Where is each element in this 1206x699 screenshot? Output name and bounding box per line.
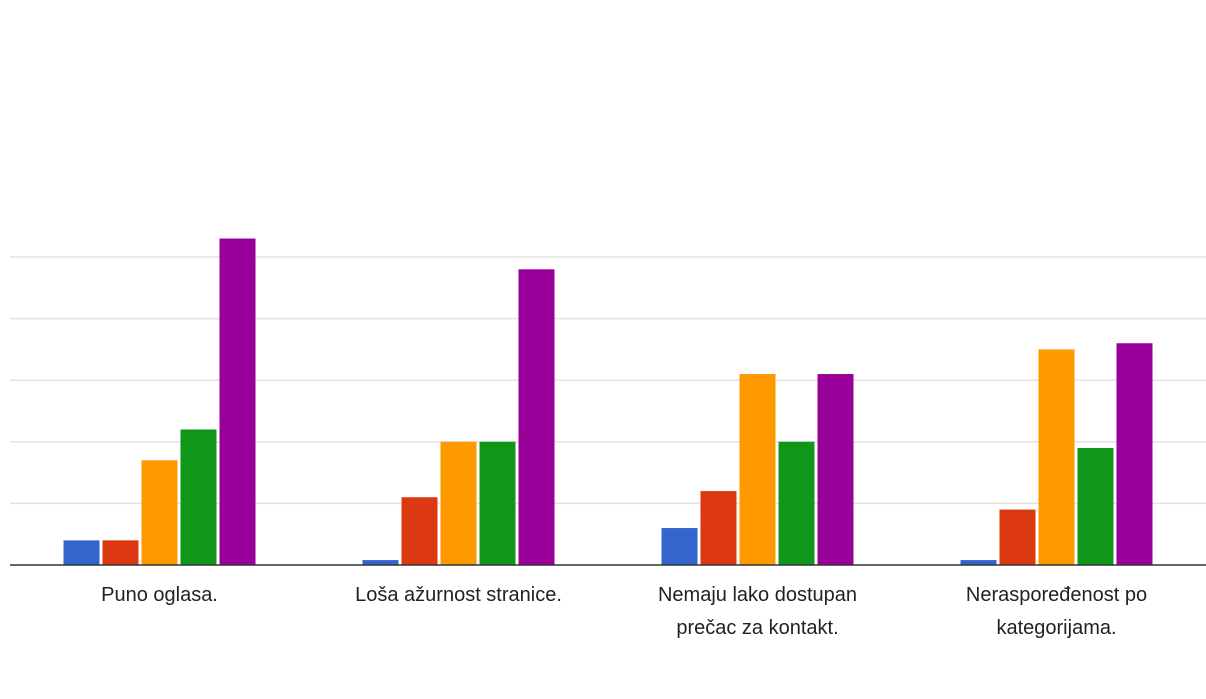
bar-cat1-series2 <box>102 540 139 565</box>
bar-cat2-series3 <box>440 441 477 565</box>
category-label-4-line-2: kategorijama. <box>996 617 1116 639</box>
bar-cat3-series2 <box>700 491 737 565</box>
category-label-2-line-1: Loša ažurnost stranice. <box>355 584 562 606</box>
bar-cat3-series1 <box>661 528 698 565</box>
bar-cat4-series5 <box>1116 343 1153 565</box>
bar-cat1-series5 <box>219 238 256 565</box>
bar-cat3-series3 <box>739 374 776 565</box>
category-labels: Puno oglasa. Loša ažurnost stranice. Nemaj… <box>101 584 1147 639</box>
bar-cat2-series4 <box>479 441 516 565</box>
bar-cat2-series1 <box>362 560 399 565</box>
bar-cat3-series5 <box>817 374 854 565</box>
category-label-3-line-1: Nemaju lako dostupan <box>658 584 857 606</box>
bar-cat4-series4 <box>1077 447 1114 565</box>
bar-cat1-series1 <box>63 540 100 565</box>
category-label-1-line-1: Puno oglasa. <box>101 584 218 606</box>
bars-group <box>63 238 1153 565</box>
bar-cat1-series3 <box>141 460 178 565</box>
bar-cat2-series5 <box>518 269 555 565</box>
bar-cat4-series1 <box>960 560 997 565</box>
bar-cat2-series2 <box>401 497 438 565</box>
bar-cat1-series4 <box>180 429 217 565</box>
bar-cat4-series2 <box>999 509 1036 565</box>
bar-cat4-series3 <box>1038 349 1075 565</box>
category-label-3-line-2: prečac za kontakt. <box>676 617 838 639</box>
category-label-4-line-1: Neraspoređenost po <box>966 584 1147 606</box>
bar-cat3-series4 <box>778 441 815 565</box>
